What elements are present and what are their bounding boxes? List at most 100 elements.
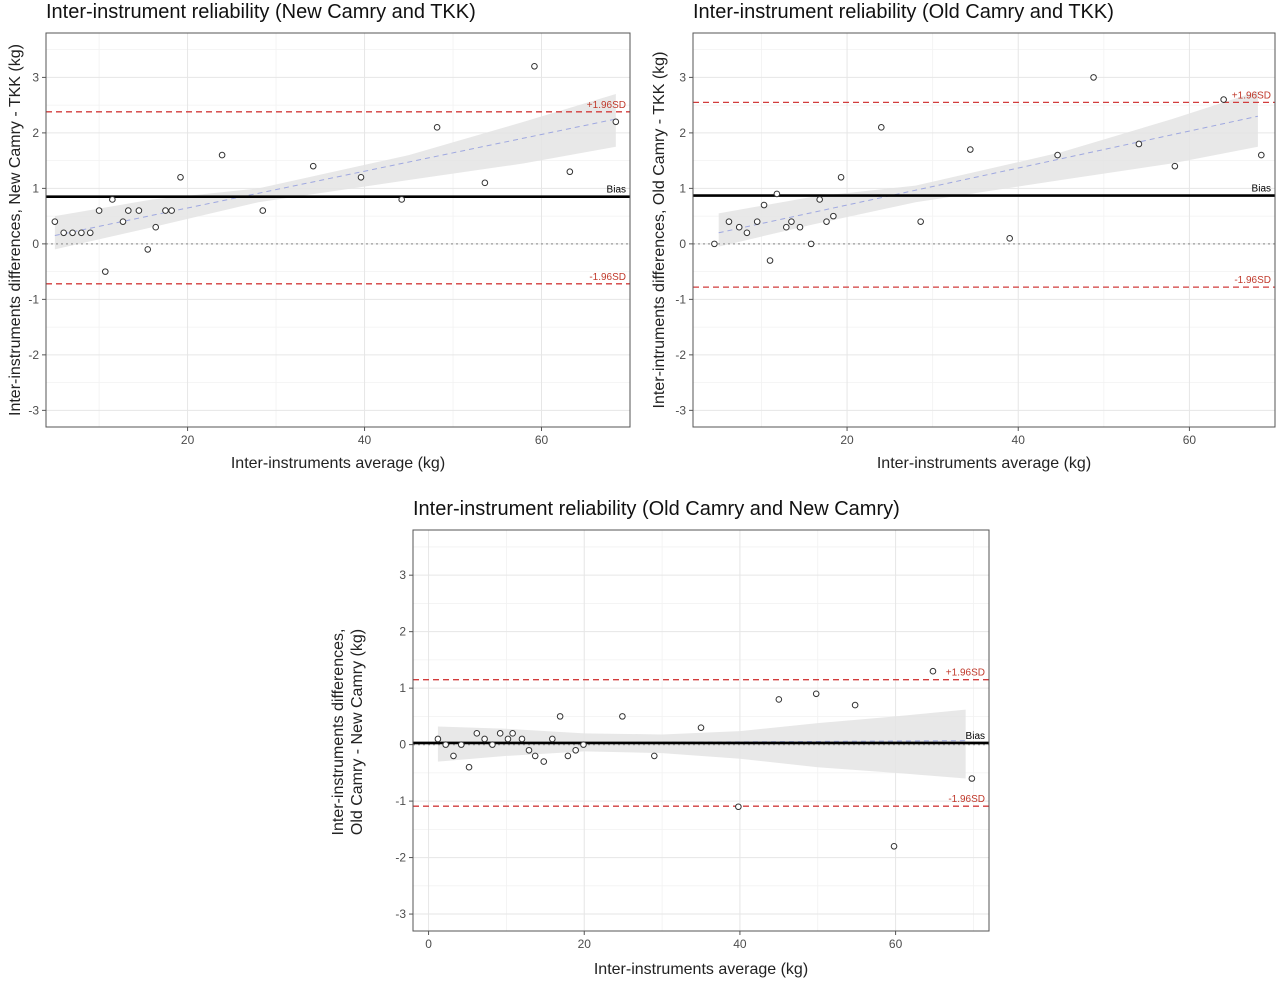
data-point xyxy=(851,701,859,709)
data-point xyxy=(152,223,160,231)
data-point xyxy=(540,758,548,765)
upper-loa-label: +1.96SD xyxy=(1232,90,1271,101)
upper-loa-label: +1.96SD xyxy=(587,100,626,111)
data-point xyxy=(509,730,516,737)
bias-label: Bias xyxy=(607,185,626,196)
data-point xyxy=(450,752,457,760)
data-point xyxy=(566,168,574,176)
x-tick-label: 0 xyxy=(425,937,432,951)
y-tick-label: -1 xyxy=(395,794,406,808)
data-point xyxy=(1171,162,1179,170)
plot-background xyxy=(693,33,1275,427)
data-point xyxy=(967,146,974,153)
data-point xyxy=(877,124,885,131)
y-tick-label: 2 xyxy=(679,126,686,140)
y-tick-label: 0 xyxy=(399,738,406,752)
data-point xyxy=(735,223,743,231)
data-point xyxy=(760,201,768,209)
data-point xyxy=(398,196,406,203)
data-point xyxy=(433,124,441,131)
y-tick-label: 0 xyxy=(679,237,686,251)
y-axis-title: Old Camry - New Camry (kg) xyxy=(349,629,366,835)
data-point xyxy=(549,735,556,743)
trend-line xyxy=(54,118,616,237)
data-point xyxy=(1006,235,1013,242)
data-point xyxy=(51,218,59,225)
data-point xyxy=(556,713,564,720)
data-point xyxy=(525,746,533,754)
lower-loa-label: -1.96SD xyxy=(948,794,985,805)
data-point xyxy=(929,667,937,675)
x-axis-title: Inter-instruments average (kg) xyxy=(231,455,445,472)
data-point xyxy=(168,207,175,214)
x-tick-label: 60 xyxy=(1183,433,1197,447)
data-point xyxy=(1090,74,1097,81)
data-point xyxy=(504,735,512,743)
data-point xyxy=(917,218,924,225)
data-point xyxy=(465,763,473,771)
data-point xyxy=(968,775,976,782)
data-point xyxy=(442,741,449,748)
y-tick-label: -1 xyxy=(675,292,686,306)
confidence-band xyxy=(54,94,616,250)
data-point xyxy=(650,752,658,760)
data-point xyxy=(830,212,837,220)
y-tick-label: -2 xyxy=(675,348,686,362)
data-point xyxy=(1054,151,1061,159)
data-point xyxy=(78,229,85,237)
data-point xyxy=(531,752,539,760)
y-tick-label: 1 xyxy=(32,181,39,195)
data-point xyxy=(725,218,733,225)
data-point xyxy=(743,229,751,237)
data-point xyxy=(218,151,226,159)
data-point xyxy=(807,240,815,248)
y-tick-label: -2 xyxy=(395,851,406,865)
y-tick-label: 0 xyxy=(32,237,39,251)
data-point xyxy=(775,696,783,703)
data-point xyxy=(177,173,184,181)
data-point xyxy=(489,741,496,748)
bias-label: Bias xyxy=(966,731,985,742)
data-point xyxy=(753,218,761,225)
upper-loa-label: +1.96SD xyxy=(946,668,985,679)
y-tick-label: -2 xyxy=(28,348,39,362)
chart-title: Inter-instrument reliability (Old Camry … xyxy=(693,1,1114,23)
data-point xyxy=(788,218,795,225)
x-tick-label: 40 xyxy=(358,433,372,447)
y-axis-title: Inter-instruments differences, xyxy=(330,629,347,836)
data-point xyxy=(572,746,579,754)
plot-border xyxy=(45,32,631,428)
y-tick-label: 3 xyxy=(399,568,406,582)
lower-loa-label: -1.96SD xyxy=(1234,275,1271,286)
chart-panel-3: +1.96SD -1.96SD Bias -3 -2 -1 0 1 2 3 0 20 40 60 Inter… xyxy=(330,498,990,978)
data-point xyxy=(457,741,465,748)
y-tick-label: -3 xyxy=(28,403,39,417)
y-tick-label: 3 xyxy=(32,70,39,84)
data-point xyxy=(796,223,804,231)
data-point xyxy=(135,207,143,214)
y-axis-title: Inter-instruments differences, New Camry… xyxy=(7,44,24,416)
data-point xyxy=(144,246,152,253)
data-point xyxy=(101,268,109,275)
trend-line xyxy=(718,115,1258,234)
y-tick-label: -3 xyxy=(675,403,686,417)
data-point xyxy=(1258,151,1265,159)
chart-title: Inter-instrument reliability (Old Camry … xyxy=(413,498,900,520)
x-tick-label: 20 xyxy=(840,433,854,447)
data-point xyxy=(766,257,774,264)
data-point xyxy=(481,179,489,187)
data-point xyxy=(60,229,67,237)
data-point xyxy=(259,207,267,214)
x-tick-label: 60 xyxy=(535,433,549,447)
data-point xyxy=(309,162,317,170)
data-point xyxy=(823,218,830,225)
x-axis-title: Inter-instruments average (kg) xyxy=(877,455,1091,472)
data-point xyxy=(711,240,718,248)
y-tick-label: 1 xyxy=(679,181,686,195)
y-tick-label: 2 xyxy=(399,625,406,639)
y-axis-title: Inter-intruments differences, Old Camry … xyxy=(651,52,668,409)
data-point xyxy=(518,735,526,743)
plot-border xyxy=(412,529,990,932)
chart-panel-2: +1.96SD -1.96SD Bias -3 -2 -1 0 1 2 3 20 40 60 Inter-… xyxy=(651,1,1276,472)
